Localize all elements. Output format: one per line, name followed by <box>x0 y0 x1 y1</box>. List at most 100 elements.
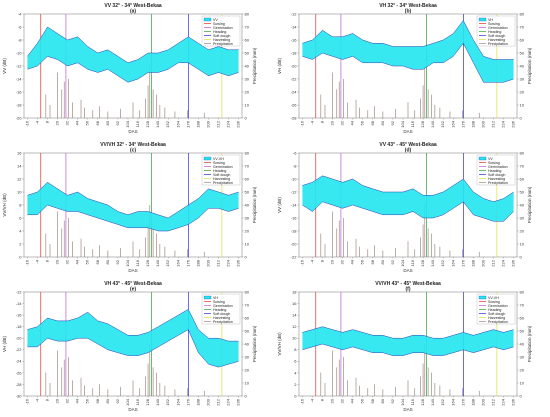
x-tick-label: 44 <box>75 120 80 125</box>
y2-tick-label: 70 <box>245 24 250 29</box>
y2-tick-label: 50 <box>245 50 250 55</box>
x-tick-label: 20 <box>330 120 335 125</box>
y2-tick-label: 70 <box>520 163 525 168</box>
y2-axis-label: Precipitation (mm) <box>252 47 257 84</box>
y2-tick-label: 50 <box>520 189 525 194</box>
x-tick-label: 68 <box>95 398 100 403</box>
legend-label: Heading <box>488 30 501 34</box>
y2-tick-label: 20 <box>245 228 250 233</box>
x-tick-label: 8 <box>319 259 324 262</box>
backscatter-band <box>302 20 514 83</box>
legend-label: Precipitation <box>213 42 233 46</box>
y2-tick-label: 60 <box>520 315 525 320</box>
x-tick-label: 68 <box>95 120 100 125</box>
x-tick-label: -16 <box>299 120 304 127</box>
legend-label: Precipitation <box>213 320 233 324</box>
x-axis-label: DAS <box>128 268 137 273</box>
y2-tick-label: 20 <box>245 89 250 94</box>
x-tick-label: 32 <box>65 398 70 403</box>
x-tick-label: 176 <box>460 259 465 266</box>
y2-tick-label: 10 <box>245 241 250 246</box>
y2-tick-label: 0 <box>245 393 248 398</box>
x-tick-label: 80 <box>380 259 385 264</box>
x-tick-label: 176 <box>460 120 465 127</box>
legend-box <box>476 15 516 47</box>
band-lower-line <box>27 204 239 232</box>
x-tick-label: 116 <box>135 120 140 127</box>
chart-panel-b: VH 32° - 34° West-Bekaa(b) -12 -14 -16 -18 -2… <box>277 3 532 134</box>
y-tick-label: -4 <box>18 11 22 16</box>
x-tick-label: 188 <box>195 120 200 127</box>
backscatter-band <box>27 182 239 231</box>
legend-label: Germination <box>488 26 508 30</box>
y-tick-label: -24 <box>291 89 298 94</box>
legend-swatch <box>203 17 212 22</box>
y-tick-label: -26 <box>291 102 298 107</box>
legend-label: Heading <box>488 308 501 312</box>
x-tick-label: 200 <box>205 259 210 266</box>
x-tick-label: 152 <box>440 120 445 127</box>
x-tick-label: 104 <box>400 259 405 266</box>
x-tick-label: 116 <box>135 398 140 405</box>
x-tick-label: 56 <box>85 259 90 264</box>
x-tick-label: 32 <box>65 120 70 125</box>
x-tick-label: 20 <box>55 259 60 264</box>
panel-label: (b) <box>405 9 412 15</box>
x-tick-label: 56 <box>360 398 365 403</box>
x-tick-label: 164 <box>175 398 180 405</box>
y2-tick-label: 70 <box>520 302 525 307</box>
legend-swatch <box>203 156 212 161</box>
chart-title: VH 32° - 34° West-Bekaa <box>379 3 437 9</box>
legend-label: VH <box>488 18 493 22</box>
y-tick-label: -14 <box>291 202 298 207</box>
band-lower-line <box>27 329 239 368</box>
y-tick-label: -14 <box>16 76 23 81</box>
x-tick-label: 32 <box>340 398 345 403</box>
chart-panel-c: VV/VH 32° - 34° West-Bekaa(c) 16 14 12 10 8 6 4… <box>2 142 257 273</box>
x-tick-label: 104 <box>125 259 130 266</box>
legend-label: Harvesting <box>488 177 505 181</box>
legend-label: Harvesting <box>488 38 505 42</box>
x-tick-label: -16 <box>24 398 29 405</box>
x-tick-label: 236 <box>236 259 241 266</box>
y2-tick-label: 30 <box>245 215 250 220</box>
y2-tick-label: 10 <box>520 241 525 246</box>
y-tick-label: -20 <box>291 241 298 246</box>
y-tick-label: -28 <box>291 115 298 120</box>
x-tick-label: 44 <box>75 398 80 403</box>
y-tick-label: -22 <box>291 254 298 259</box>
backscatter-band <box>27 309 239 368</box>
y-tick-label: 2 <box>294 382 297 387</box>
y2-tick-label: 0 <box>520 115 523 120</box>
y-tick-label: -20 <box>16 336 23 341</box>
legend-label: Harvesting <box>213 177 230 181</box>
y-tick-label: -16 <box>16 313 23 318</box>
x-tick-label: 212 <box>216 120 221 127</box>
x-tick-label: 236 <box>511 120 516 127</box>
y2-tick-label: 60 <box>245 37 250 42</box>
y2-axis-label: Precipitation (mm) <box>252 325 257 362</box>
x-tick-label: 164 <box>175 259 180 266</box>
y-tick-label: -10 <box>16 50 23 55</box>
x-tick-label: -4 <box>309 259 314 263</box>
y-tick-label: -18 <box>291 228 298 233</box>
x-tick-label: 140 <box>155 398 160 405</box>
y-tick-label: -14 <box>291 24 298 29</box>
x-tick-label: 128 <box>145 398 150 405</box>
y2-tick-label: 50 <box>245 189 250 194</box>
y-tick-label: -12 <box>16 63 23 68</box>
x-tick-label: 224 <box>501 259 506 266</box>
y-tick-label: -12 <box>16 289 23 294</box>
y2-axis-label: Precipitation (mm) <box>252 186 257 223</box>
legend-label: Soft dough <box>488 312 505 316</box>
chart-panel-d: VV 43° - 45° West-Bekaa(d) -6 -8 -10 -12 -14 -… <box>277 142 532 273</box>
panel-label: (f) <box>406 287 411 293</box>
y-tick-label: 14 <box>292 313 297 318</box>
x-tick-label: 116 <box>135 259 140 266</box>
y2-tick-label: 30 <box>520 354 525 359</box>
x-tick-label: 188 <box>470 120 475 127</box>
x-axis-label: DAS <box>403 268 412 273</box>
y-tick-label: 4 <box>19 228 22 233</box>
legend-label: Heading <box>213 169 226 173</box>
x-axis-label: DAS <box>403 129 412 134</box>
